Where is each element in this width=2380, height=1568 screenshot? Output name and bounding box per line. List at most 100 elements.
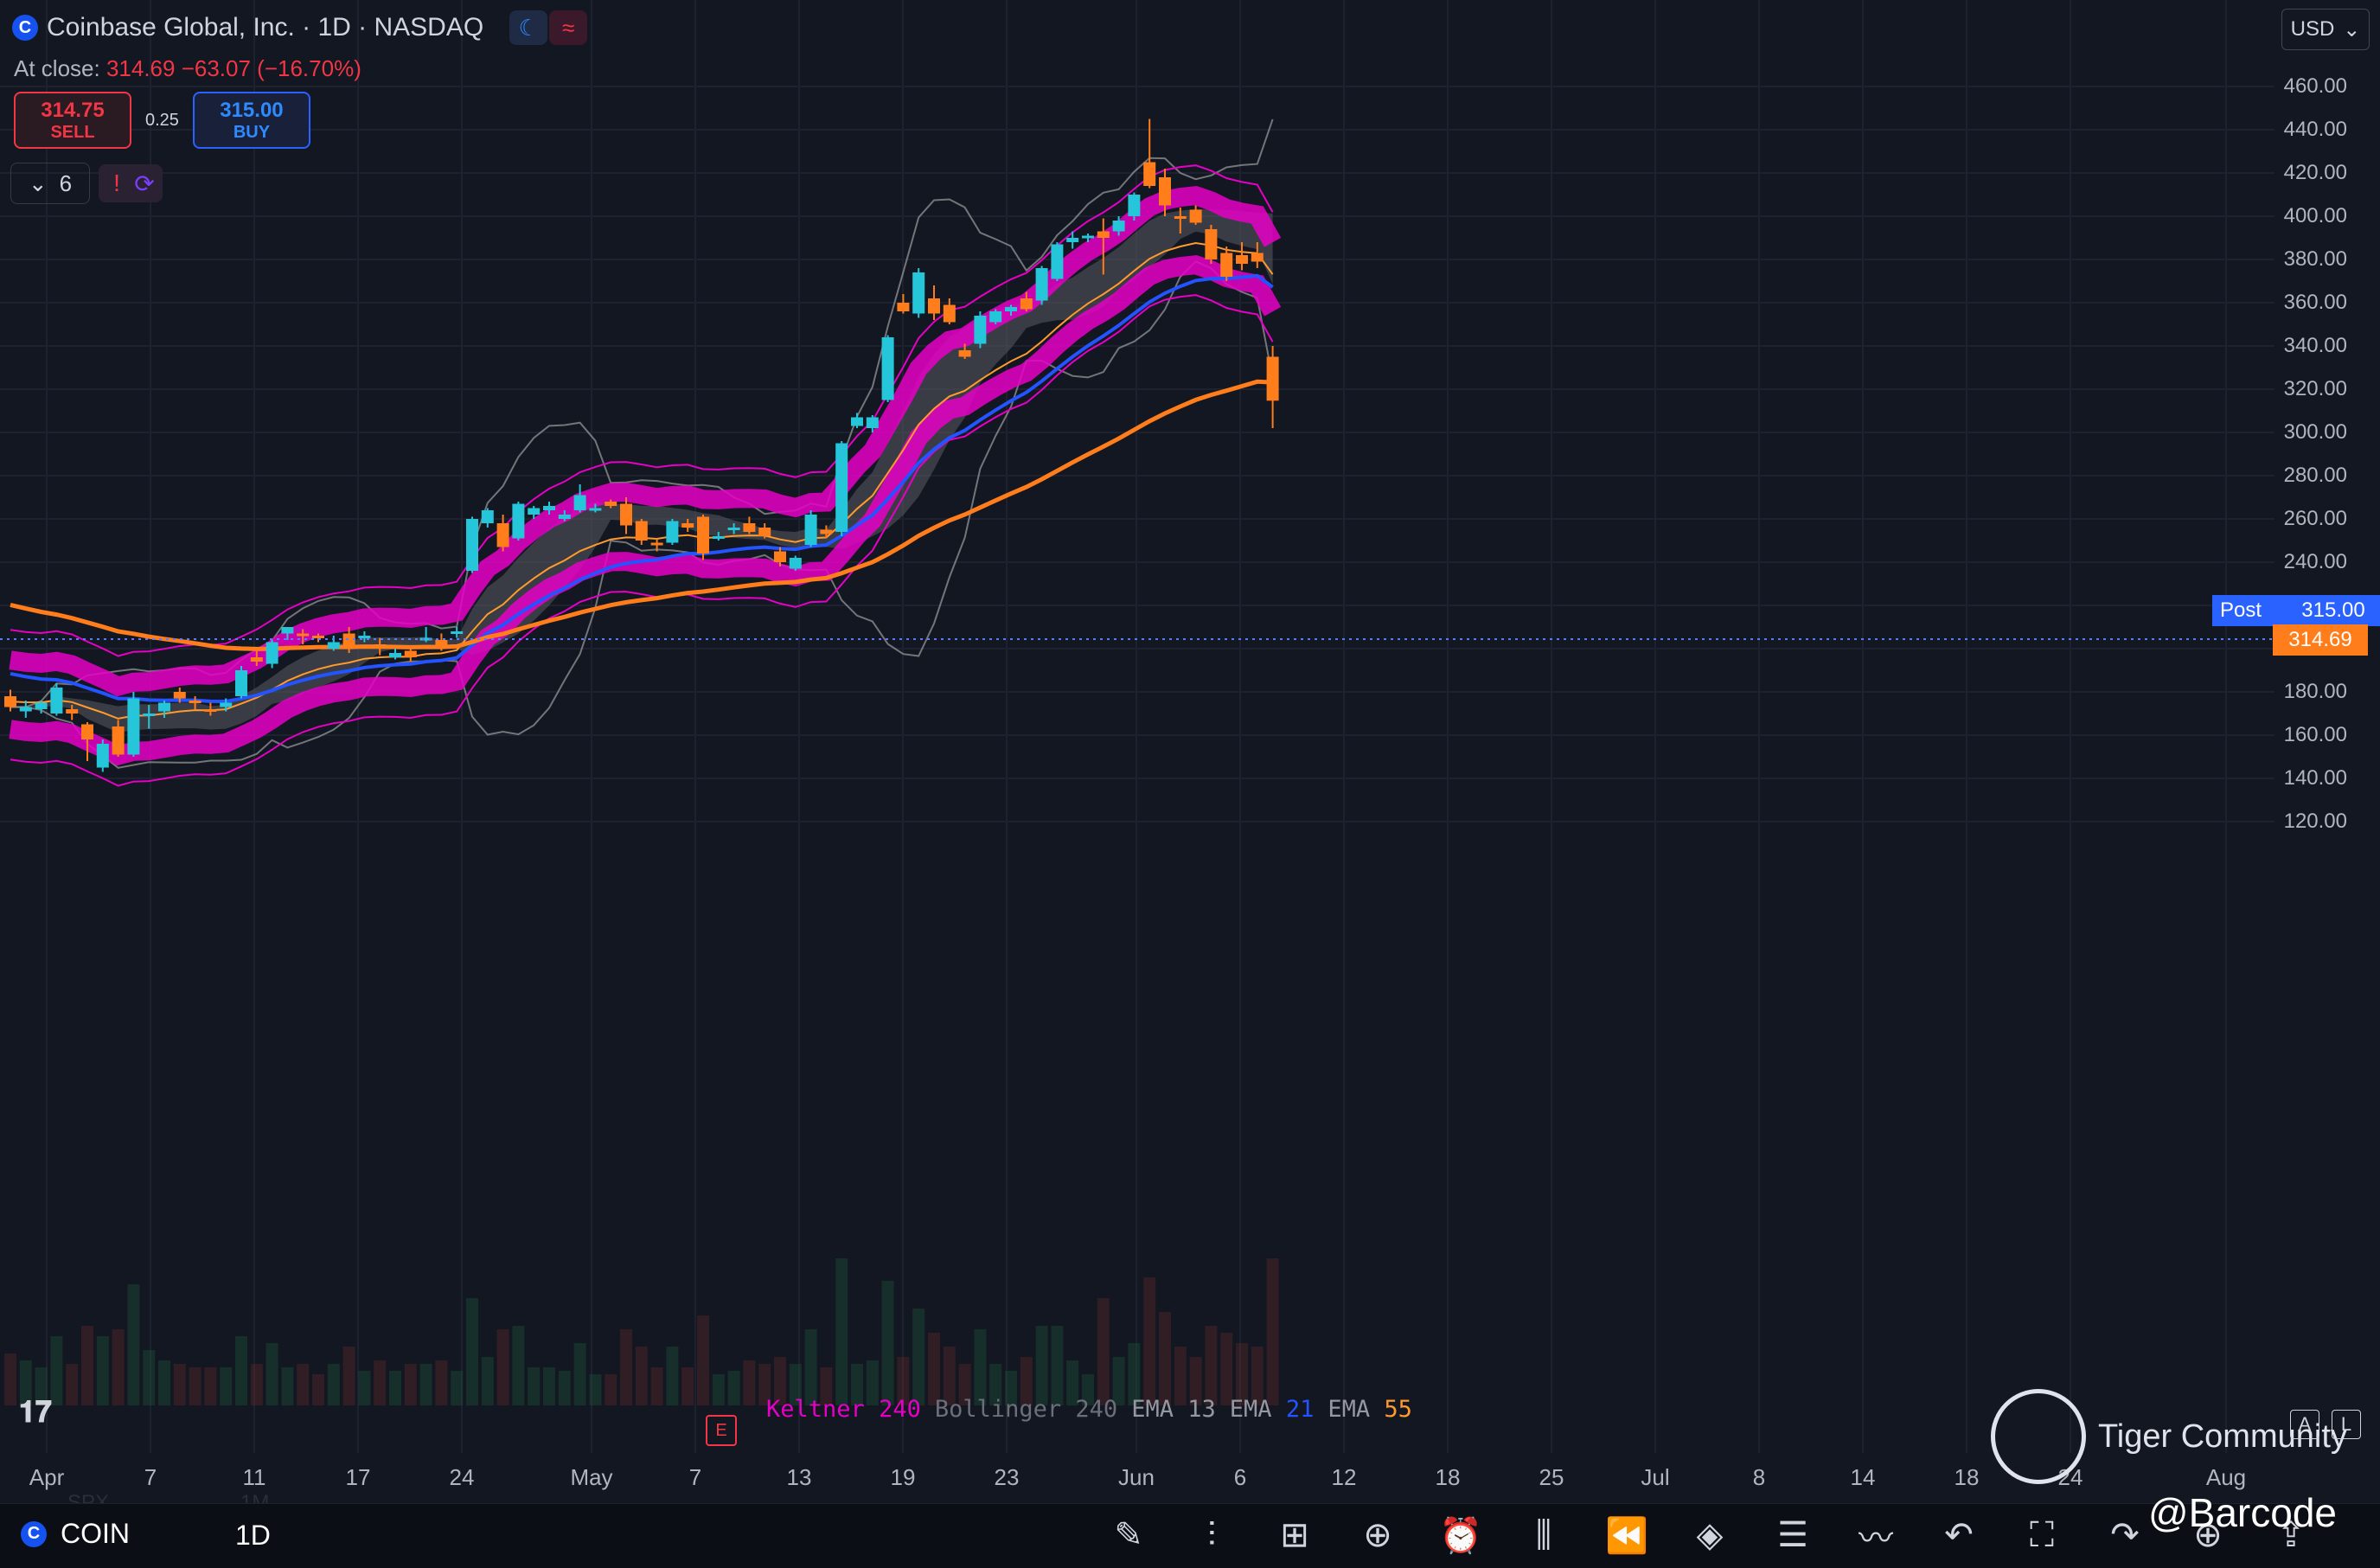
volume-bar bbox=[650, 1367, 663, 1405]
tradingview-logo-icon[interactable]: 𝟏𝟕 bbox=[19, 1396, 52, 1429]
alert-icon[interactable]: ! bbox=[113, 170, 120, 196]
volume-bar bbox=[419, 1364, 432, 1405]
trend-icon[interactable]: 〰 bbox=[1859, 1520, 1893, 1558]
volume-bar bbox=[1097, 1298, 1110, 1405]
volume-bar bbox=[66, 1364, 79, 1405]
candle-body bbox=[974, 316, 987, 344]
chevron-down-icon: ⌄ bbox=[2343, 17, 2361, 42]
candle-body bbox=[789, 558, 802, 569]
volume-bar bbox=[712, 1374, 725, 1405]
volume-bar bbox=[250, 1364, 263, 1405]
currency-select[interactable]: USD ⌄ bbox=[2281, 9, 2370, 50]
undo-icon[interactable]: ↶ bbox=[1944, 1516, 1974, 1554]
candle-body bbox=[1251, 253, 1264, 262]
legend-ema55[interactable]: EMA bbox=[1328, 1396, 1371, 1423]
candle-body bbox=[1220, 253, 1233, 277]
volume-bar bbox=[1220, 1333, 1233, 1405]
symbol-title[interactable]: Coinbase Global, Inc. · 1D · NASDAQ bbox=[47, 13, 484, 42]
volume-bar bbox=[681, 1367, 694, 1405]
earnings-icon[interactable]: E bbox=[706, 1415, 737, 1446]
candle-body bbox=[681, 523, 694, 528]
share-icon[interactable]: ⇪ bbox=[2276, 1516, 2306, 1554]
volume-bar bbox=[466, 1298, 478, 1405]
indicator-status[interactable]: ! ⟳ bbox=[99, 164, 163, 202]
symbol-header: C Coinbase Global, Inc. · 1D · NASDAQ ☾ … bbox=[12, 10, 588, 45]
buy-button[interactable]: 315.00 BUY bbox=[192, 92, 310, 149]
alarm-icon[interactable]: ⏰ bbox=[1439, 1516, 1482, 1555]
layers-icon[interactable]: ◈ bbox=[1696, 1516, 1724, 1554]
legend-bollinger[interactable]: Bollinger bbox=[934, 1396, 1062, 1423]
x-tick-label: 7 bbox=[144, 1464, 157, 1490]
volume-bar bbox=[589, 1374, 602, 1405]
candle-body bbox=[573, 495, 586, 510]
timeframe-button[interactable]: 1D bbox=[235, 1520, 271, 1551]
currency-value: USD bbox=[2290, 17, 2335, 41]
candlestick-series bbox=[4, 118, 1279, 772]
draw-icon[interactable]: ✎ bbox=[1114, 1516, 1143, 1554]
candle-body bbox=[851, 417, 863, 426]
log-scale-icon[interactable]: L bbox=[2332, 1410, 2361, 1439]
settings-sliders-icon[interactable]: ☰ bbox=[1777, 1516, 1808, 1554]
x-tick-label: 7 bbox=[688, 1464, 702, 1490]
volume-bar bbox=[866, 1360, 879, 1405]
candle-body bbox=[1020, 298, 1033, 310]
volume-bar bbox=[173, 1364, 186, 1405]
volume-bar bbox=[1112, 1357, 1125, 1405]
volume-bar bbox=[851, 1364, 863, 1405]
candle-body bbox=[327, 642, 340, 649]
layout-grid-icon[interactable]: ⊞ bbox=[1280, 1516, 1309, 1554]
indicators-icon[interactable]: ⫶ bbox=[1207, 1515, 1216, 1554]
candle-body bbox=[1051, 244, 1064, 279]
candle-body bbox=[558, 515, 571, 519]
candle-body bbox=[342, 633, 355, 647]
redo-icon[interactable]: ↷ bbox=[2110, 1516, 2140, 1554]
x-tick-label: Jun bbox=[1118, 1464, 1155, 1490]
volume-bar bbox=[1266, 1258, 1279, 1405]
candle-body bbox=[650, 542, 663, 546]
add-icon[interactable]: ⊕ bbox=[1363, 1516, 1392, 1554]
fullscreen-icon[interactable]: ⛶ bbox=[2030, 1515, 2054, 1554]
wave-icon[interactable]: ≈ bbox=[549, 10, 588, 45]
candle-type-icon[interactable]: ⫼ bbox=[1535, 1515, 1552, 1554]
sell-button[interactable]: 314.75 SELL bbox=[14, 92, 131, 149]
x-tick-label: 11 bbox=[242, 1464, 266, 1490]
post-price: 315.00 bbox=[2269, 595, 2380, 626]
legend-keltner[interactable]: Keltner bbox=[766, 1396, 865, 1423]
x-tick-label: 17 bbox=[345, 1464, 371, 1490]
volume-bar bbox=[189, 1367, 202, 1405]
ticker-button[interactable]: C COIN bbox=[21, 1518, 130, 1550]
session-toggle[interactable]: ☾ ≈ bbox=[509, 10, 588, 45]
candle-body bbox=[266, 642, 278, 664]
x-tick-label: 24 bbox=[449, 1464, 475, 1490]
replay-icon[interactable]: ⏪ bbox=[1605, 1516, 1648, 1555]
candle-body bbox=[512, 503, 525, 539]
ema55-line bbox=[10, 379, 1273, 651]
indicator-toggle[interactable]: ⌄ 6 bbox=[10, 163, 90, 204]
refresh-icon[interactable]: ⟳ bbox=[134, 170, 155, 197]
y-tick-label: 400.00 bbox=[2283, 204, 2347, 227]
candle-body bbox=[605, 502, 617, 506]
candle-body bbox=[451, 631, 464, 634]
candle-body bbox=[758, 528, 771, 536]
legend-ema21[interactable]: EMA bbox=[1229, 1396, 1272, 1423]
auto-scale-icon[interactable]: A bbox=[2290, 1410, 2319, 1439]
volume-bar bbox=[543, 1367, 555, 1405]
at-close-value: 314.69 −63.07 (−16.70%) bbox=[106, 55, 361, 81]
moon-icon[interactable]: ☾ bbox=[509, 10, 548, 45]
volume-bar bbox=[1020, 1357, 1033, 1405]
add-chart-icon[interactable]: ⊕ bbox=[2193, 1516, 2223, 1554]
candle-body bbox=[1236, 255, 1248, 264]
volume-bar bbox=[512, 1326, 525, 1405]
x-tick-label: 12 bbox=[1331, 1464, 1357, 1490]
candle-body bbox=[1189, 209, 1202, 223]
volume-bar bbox=[35, 1367, 48, 1405]
y-tick-label: 260.00 bbox=[2283, 507, 2347, 530]
volume-bar bbox=[235, 1336, 247, 1405]
volume-bar bbox=[389, 1371, 401, 1405]
candle-body bbox=[897, 303, 910, 311]
legend-keltner-len: 240 bbox=[879, 1396, 921, 1423]
volume-bar bbox=[666, 1347, 679, 1405]
volume-bar bbox=[435, 1360, 448, 1405]
legend-ema13[interactable]: EMA bbox=[1131, 1396, 1174, 1423]
